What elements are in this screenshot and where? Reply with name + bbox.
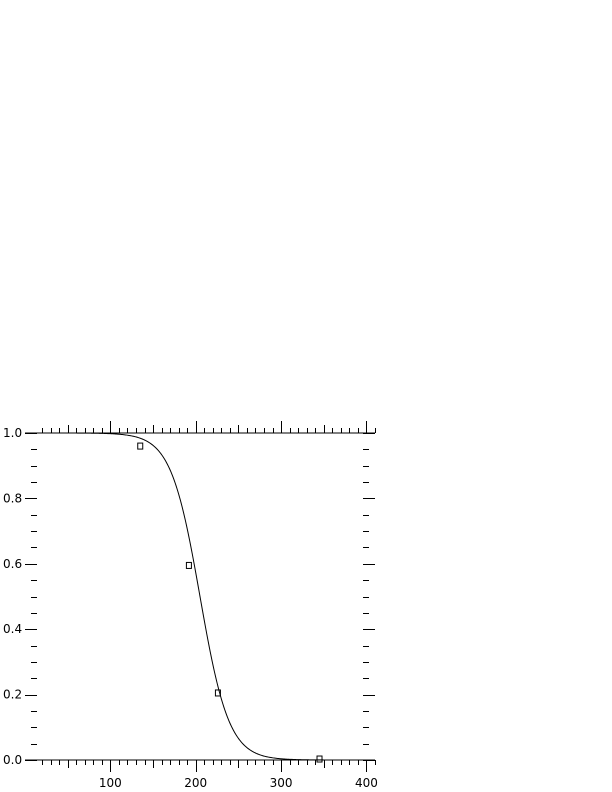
data-point [214,689,221,697]
fitted-curve [25,432,375,761]
y-tick-label: 0.2 [3,688,22,702]
x-tick-label: 200 [184,776,207,790]
data-point [185,561,192,569]
y-tick-label: 0.6 [3,557,22,571]
y-tick-label: 0.8 [3,491,22,505]
x-tick-label: 100 [99,776,122,790]
data-points [137,442,323,763]
x-tick-labels: 100 200 300 400 [99,776,378,790]
x-tick-label: 300 [270,776,293,790]
data-point [137,442,144,450]
data-point [316,755,323,763]
x-tick-label: 400 [355,776,378,790]
y-tick-label: 1.0 [3,426,22,440]
y-tick-label: 0.0 [3,753,22,767]
y-tick-labels: 0.0 0.2 0.4 0.6 0.8 1.0 [3,426,22,767]
y-tick-label: 0.4 [3,622,22,636]
